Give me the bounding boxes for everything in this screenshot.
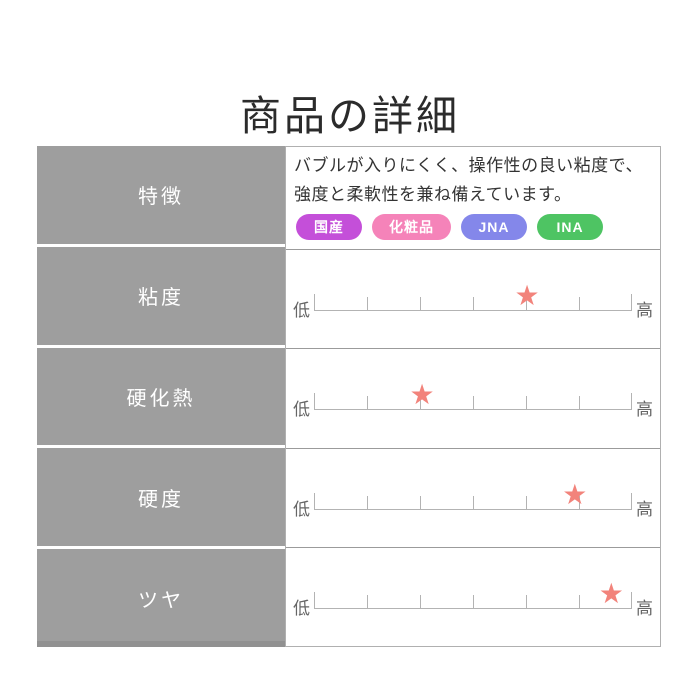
scale-high-label: 高: [636, 499, 653, 519]
scale-high-label: 高: [636, 598, 653, 618]
page-title: 商品の詳細: [240, 93, 460, 140]
feature-description: バブルが入りにくく、操作性の良い粘度で、強度と柔軟性を兼ね備えています。: [294, 156, 643, 204]
row-label-curing-heat: 硬化熱: [37, 347, 285, 449]
scale-row-curing-heat: 低 ★ 高: [286, 349, 660, 449]
scale-tick: [473, 594, 474, 609]
row-label-viscosity: 粘度: [37, 246, 285, 348]
scale-low-label: 低: [293, 301, 310, 321]
scale-tick: [631, 591, 632, 609]
badge-list: 国産 化粧品 JNA INA: [294, 214, 652, 240]
scale-tick: [367, 495, 368, 510]
scale-tick: [419, 297, 421, 312]
scale-row-hardness: 低 ★ 高: [286, 449, 660, 548]
rating-scale: ★: [314, 349, 632, 447]
row-label-feature: 特徴: [37, 146, 285, 247]
scale-tick: [419, 594, 421, 609]
scale-low-label: 低: [293, 400, 310, 420]
rating-scale: ★: [314, 449, 632, 547]
rating-scale: ★: [314, 548, 632, 646]
badge-domestic: 国産: [296, 214, 362, 240]
scale-tick: [473, 297, 474, 312]
content-column: バブルが入りにくく、操作性の良い粘度で、強度と柔軟性を兼ね備えています。 国産 …: [285, 146, 661, 647]
scale-tick: [526, 396, 527, 411]
badge-jna: JNA: [461, 214, 527, 240]
rating-star-icon: ★: [598, 576, 624, 610]
rating-star-icon: ★: [514, 279, 540, 313]
scale-tick: [578, 396, 580, 411]
rating-star-icon: ★: [409, 378, 435, 412]
scale-tick: [578, 297, 580, 312]
scale-row-gloss: 低 ★ 高: [286, 548, 660, 646]
scale-tick: [419, 396, 421, 411]
scale-high-label: 高: [636, 400, 653, 420]
scale-tick: [314, 393, 315, 411]
rating-star-icon: ★: [562, 477, 588, 511]
scale-tick: [314, 492, 315, 510]
scale-tick: [631, 294, 632, 312]
scale-tick: [631, 393, 632, 411]
badge-cosmetics: 化粧品: [372, 214, 451, 240]
badge-ina: INA: [537, 214, 603, 240]
scale-tick: [367, 396, 368, 411]
scale-tick: [631, 492, 632, 510]
scale-tick: [314, 294, 315, 312]
scale-tick: [578, 594, 580, 609]
scale-low-label: 低: [293, 598, 310, 618]
scale-tick: [367, 297, 368, 312]
scale-tick: [526, 297, 527, 312]
scale-high-label: 高: [636, 301, 653, 321]
row-label-hardness: 硬度: [37, 448, 285, 550]
scale-tick: [578, 495, 580, 510]
scale-tick: [419, 495, 421, 510]
scale-tick: [526, 594, 527, 609]
scale-tick: [367, 594, 368, 609]
scale-tick: [314, 591, 315, 609]
label-column: 特徴 粘度 硬化熱 硬度 ツヤ: [37, 146, 285, 647]
scale-low-label: 低: [293, 499, 310, 519]
scale-tick: [473, 495, 474, 510]
product-detail-table: 特徴 粘度 硬化熱 硬度 ツヤ バブルが入りにくく、操作性の良い粘度で、強度と柔…: [37, 146, 661, 647]
feature-cell: バブルが入りにくく、操作性の良い粘度で、強度と柔軟性を兼ね備えています。 国産 …: [286, 147, 660, 251]
row-label-gloss: ツヤ: [37, 549, 285, 647]
scale-tick: [473, 396, 474, 411]
scale-row-viscosity: 低 ★ 高: [286, 250, 660, 350]
scale-tick: [526, 495, 527, 510]
rating-scale: ★: [314, 250, 632, 348]
